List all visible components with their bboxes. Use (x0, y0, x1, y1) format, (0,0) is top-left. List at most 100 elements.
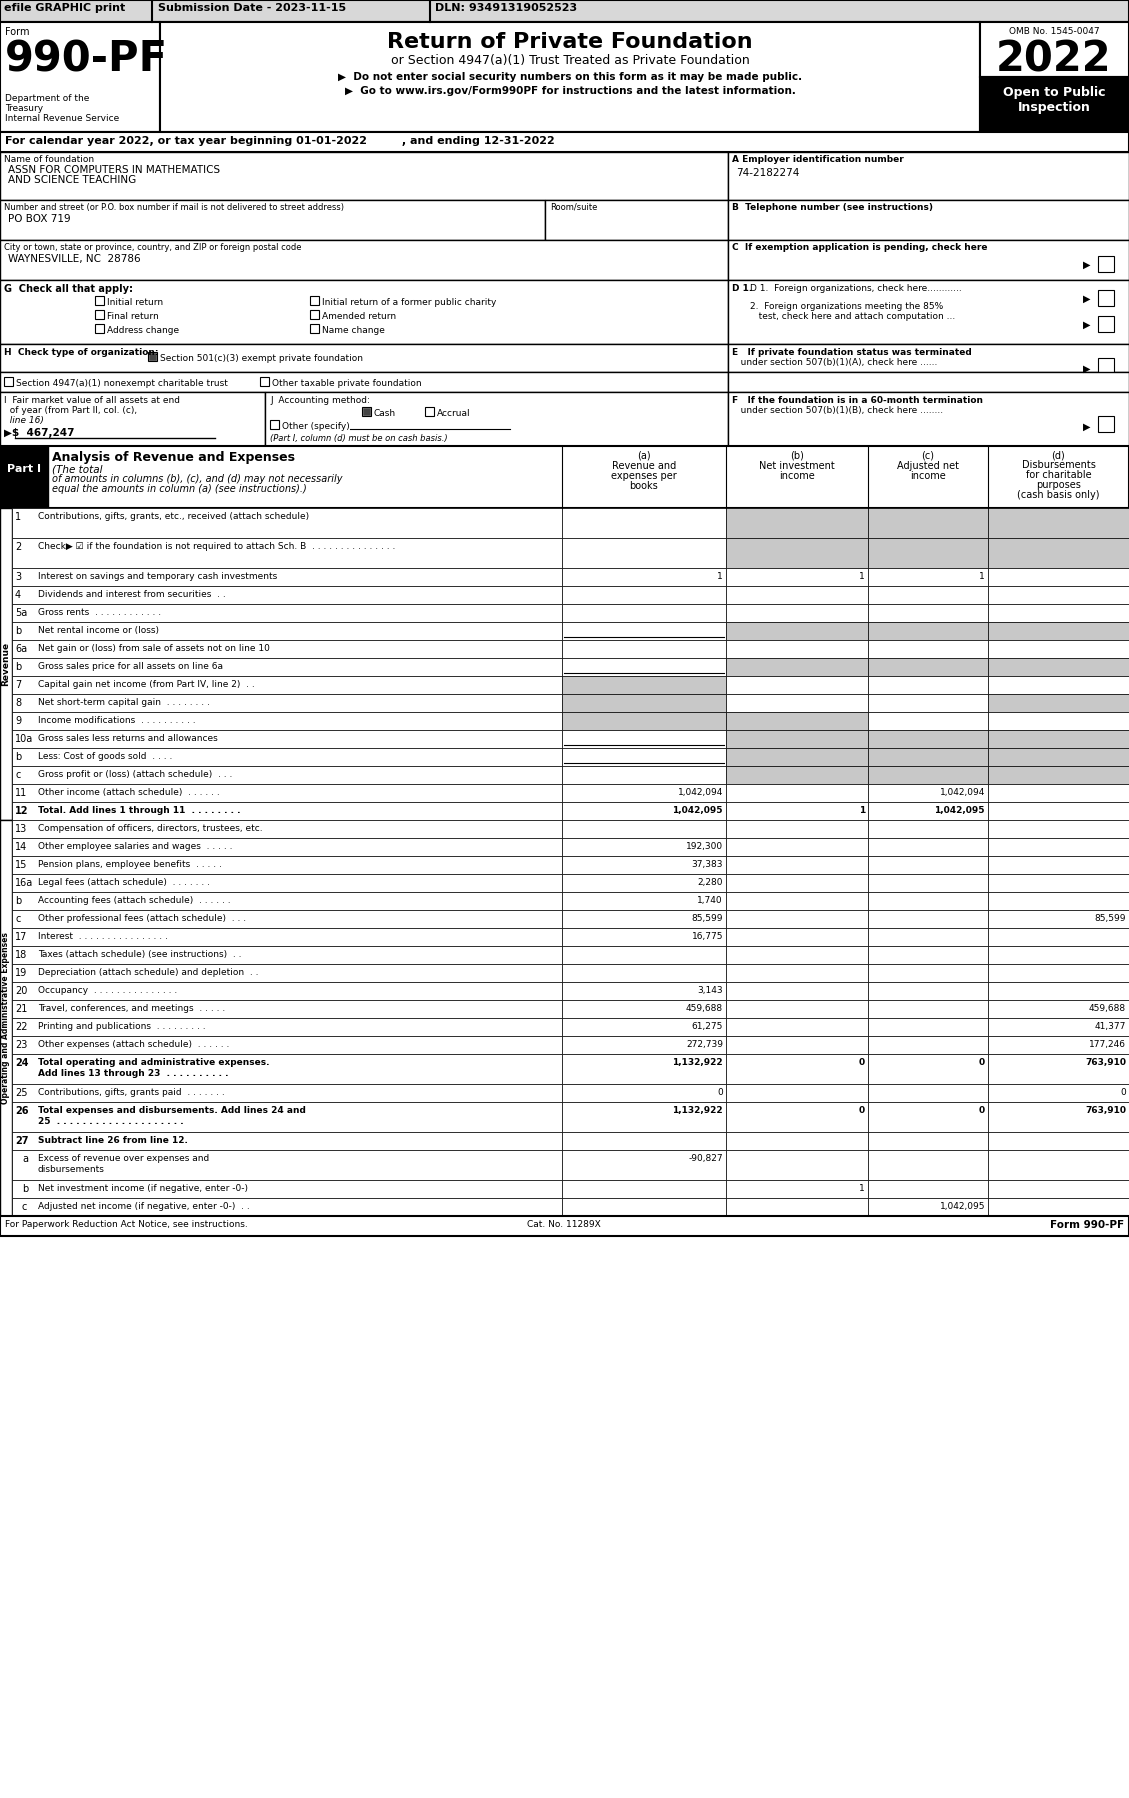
Text: 272,739: 272,739 (686, 1039, 723, 1048)
Bar (12, 892, 562, 910)
Bar (726, 910, 868, 928)
Text: 16a: 16a (15, 877, 33, 888)
Bar (0, 153, 728, 200)
Bar (726, 712, 868, 730)
Text: Department of the: Department of the (5, 93, 89, 102)
Text: 74-2182274: 74-2182274 (736, 167, 799, 178)
Bar (868, 802, 988, 820)
Bar (12, 676, 562, 694)
Text: ▶  Do not enter social security numbers on this form as it may be made public.: ▶ Do not enter social security numbers o… (338, 72, 802, 83)
Text: 1,042,095: 1,042,095 (935, 806, 984, 814)
Text: Submission Date - 2023-11-15: Submission Date - 2023-11-15 (158, 4, 347, 13)
Bar (12, 1197, 562, 1215)
Text: Cash: Cash (374, 408, 396, 417)
Text: Printing and publications  . . . . . . . . .: Printing and publications . . . . . . . … (38, 1021, 205, 1030)
Text: 1: 1 (859, 1185, 865, 1194)
Bar (12, 910, 562, 928)
Text: J  Accounting method:: J Accounting method: (270, 396, 370, 405)
Bar (726, 1179, 868, 1197)
Text: Excess of revenue over expenses and: Excess of revenue over expenses and (38, 1154, 209, 1163)
Bar (562, 1036, 726, 1054)
Bar (562, 946, 726, 964)
Bar (726, 538, 868, 568)
Text: 990-PF: 990-PF (5, 38, 168, 79)
Bar (726, 1151, 868, 1179)
Text: Part I: Part I (7, 464, 41, 475)
Text: Form 990-PF: Form 990-PF (1050, 1221, 1124, 1230)
Bar (988, 640, 1129, 658)
Text: Interest on savings and temporary cash investments: Interest on savings and temporary cash i… (38, 572, 278, 581)
Text: Section 4947(a)(1) nonexempt charitable trust: Section 4947(a)(1) nonexempt charitable … (16, 379, 228, 388)
Bar (988, 748, 1129, 766)
Text: c: c (15, 913, 20, 924)
Text: Amended return: Amended return (322, 313, 396, 322)
Bar (988, 892, 1129, 910)
Bar (0, 446, 49, 509)
Bar (726, 820, 868, 838)
Bar (0, 200, 545, 239)
Text: 37,383: 37,383 (691, 859, 723, 868)
Bar (0, 22, 160, 131)
Text: Treasury: Treasury (5, 104, 43, 113)
Text: 1,132,922: 1,132,922 (673, 1057, 723, 1066)
Bar (12, 856, 562, 874)
Text: under section 507(b)(1)(A), check here ......: under section 507(b)(1)(A), check here .… (732, 358, 937, 367)
Bar (1099, 358, 1114, 374)
Bar (988, 946, 1129, 964)
Bar (988, 1197, 1129, 1215)
Bar (726, 640, 868, 658)
Text: 24: 24 (15, 1057, 28, 1068)
Text: 10a: 10a (15, 734, 33, 744)
Bar (12, 1036, 562, 1054)
Bar (868, 946, 988, 964)
Bar (726, 694, 868, 712)
Text: Contributions, gifts, grants paid  . . . . . . .: Contributions, gifts, grants paid . . . … (38, 1088, 225, 1097)
Bar (95, 324, 104, 333)
Text: 2.  Foreign organizations meeting the 85%: 2. Foreign organizations meeting the 85% (750, 302, 943, 311)
Bar (12, 712, 562, 730)
Text: 763,910: 763,910 (1085, 1106, 1126, 1115)
Text: b: b (15, 895, 21, 906)
Bar (562, 820, 726, 838)
Text: 6a: 6a (15, 644, 27, 654)
Text: 192,300: 192,300 (686, 841, 723, 850)
Text: City or town, state or province, country, and ZIP or foreign postal code: City or town, state or province, country… (5, 243, 301, 252)
Bar (562, 964, 726, 982)
Bar (425, 406, 434, 415)
Bar (868, 509, 988, 538)
Bar (562, 604, 726, 622)
Text: Form: Form (5, 27, 29, 38)
Text: 2: 2 (15, 541, 21, 552)
Text: 25: 25 (15, 1088, 27, 1099)
Text: 5a: 5a (15, 608, 27, 619)
Text: 459,688: 459,688 (686, 1003, 723, 1012)
Bar (362, 406, 371, 415)
Bar (868, 1197, 988, 1215)
Bar (868, 1036, 988, 1054)
Text: Other (specify): Other (specify) (282, 423, 350, 432)
Bar (726, 784, 868, 802)
Bar (726, 1197, 868, 1215)
Text: b: b (21, 1185, 28, 1194)
Text: 25  . . . . . . . . . . . . . . . . . . . .: 25 . . . . . . . . . . . . . . . . . . .… (38, 1117, 184, 1126)
Text: Adjusted net income (if negative, enter -0-)  . .: Adjusted net income (if negative, enter … (38, 1203, 250, 1212)
Text: ▶: ▶ (1083, 261, 1091, 270)
Bar (726, 622, 868, 640)
Bar (988, 676, 1129, 694)
Bar (988, 1018, 1129, 1036)
Bar (0, 1215, 1129, 1235)
Bar (12, 568, 562, 586)
Text: 2,280: 2,280 (698, 877, 723, 886)
Bar (562, 1179, 726, 1197)
Bar (868, 640, 988, 658)
Bar (726, 658, 868, 676)
Text: Gross profit or (loss) (attach schedule)  . . .: Gross profit or (loss) (attach schedule)… (38, 770, 233, 779)
Text: Number and street (or P.O. box number if mail is not delivered to street address: Number and street (or P.O. box number if… (5, 203, 344, 212)
Bar (0, 392, 265, 446)
Text: 26: 26 (15, 1106, 28, 1117)
Text: Accrual: Accrual (437, 408, 471, 417)
Bar (988, 856, 1129, 874)
Bar (0, 446, 1129, 509)
Bar (12, 820, 562, 838)
Bar (364, 408, 370, 415)
